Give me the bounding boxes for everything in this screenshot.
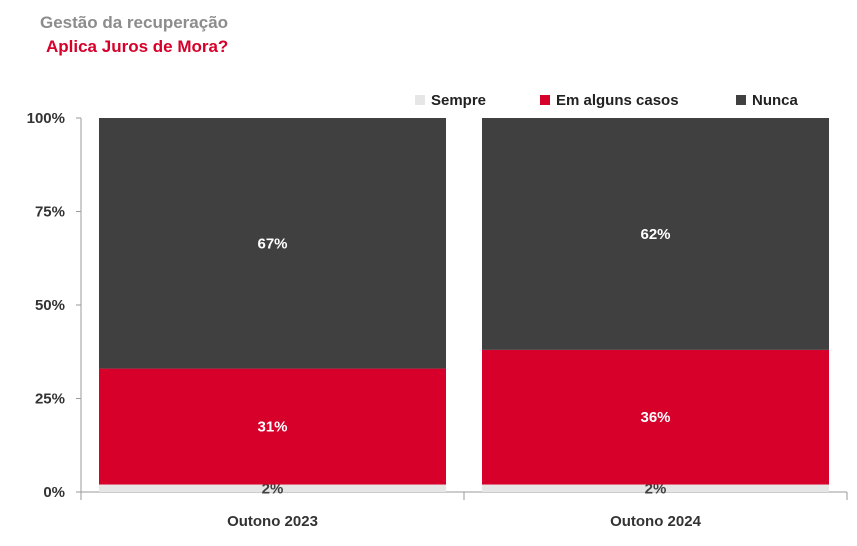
- legend-label: Nunca: [752, 92, 799, 109]
- legend-label: Sempre: [431, 92, 486, 109]
- y-tick-label: 0%: [43, 484, 65, 501]
- legend-swatch: [415, 95, 425, 105]
- bar-segment: [482, 118, 829, 350]
- y-tick-label: 25%: [35, 391, 65, 408]
- bar-segment: [99, 368, 446, 485]
- category-label: Outono 2023: [227, 513, 318, 530]
- data-label: 31%: [257, 419, 287, 436]
- chart-title: Gestão da recuperação: [40, 13, 229, 32]
- y-tick-label: 100%: [27, 110, 65, 127]
- legend-swatch: [540, 95, 550, 105]
- bar-segment: [99, 484, 446, 492]
- bar-segment: [99, 118, 446, 369]
- data-label: 62%: [640, 226, 670, 243]
- category-label: Outono 2024: [610, 513, 702, 530]
- y-tick-label: 75%: [35, 204, 65, 221]
- legend-label: Em alguns casos: [556, 92, 679, 109]
- bar-segment: [482, 484, 829, 492]
- legend-swatch: [736, 95, 746, 105]
- chart-subtitle: Aplica Juros de Mora?: [46, 37, 229, 56]
- y-tick-label: 50%: [35, 297, 65, 314]
- bar-segment: [482, 349, 829, 485]
- data-label: 67%: [257, 235, 287, 252]
- data-label: 36%: [640, 409, 670, 426]
